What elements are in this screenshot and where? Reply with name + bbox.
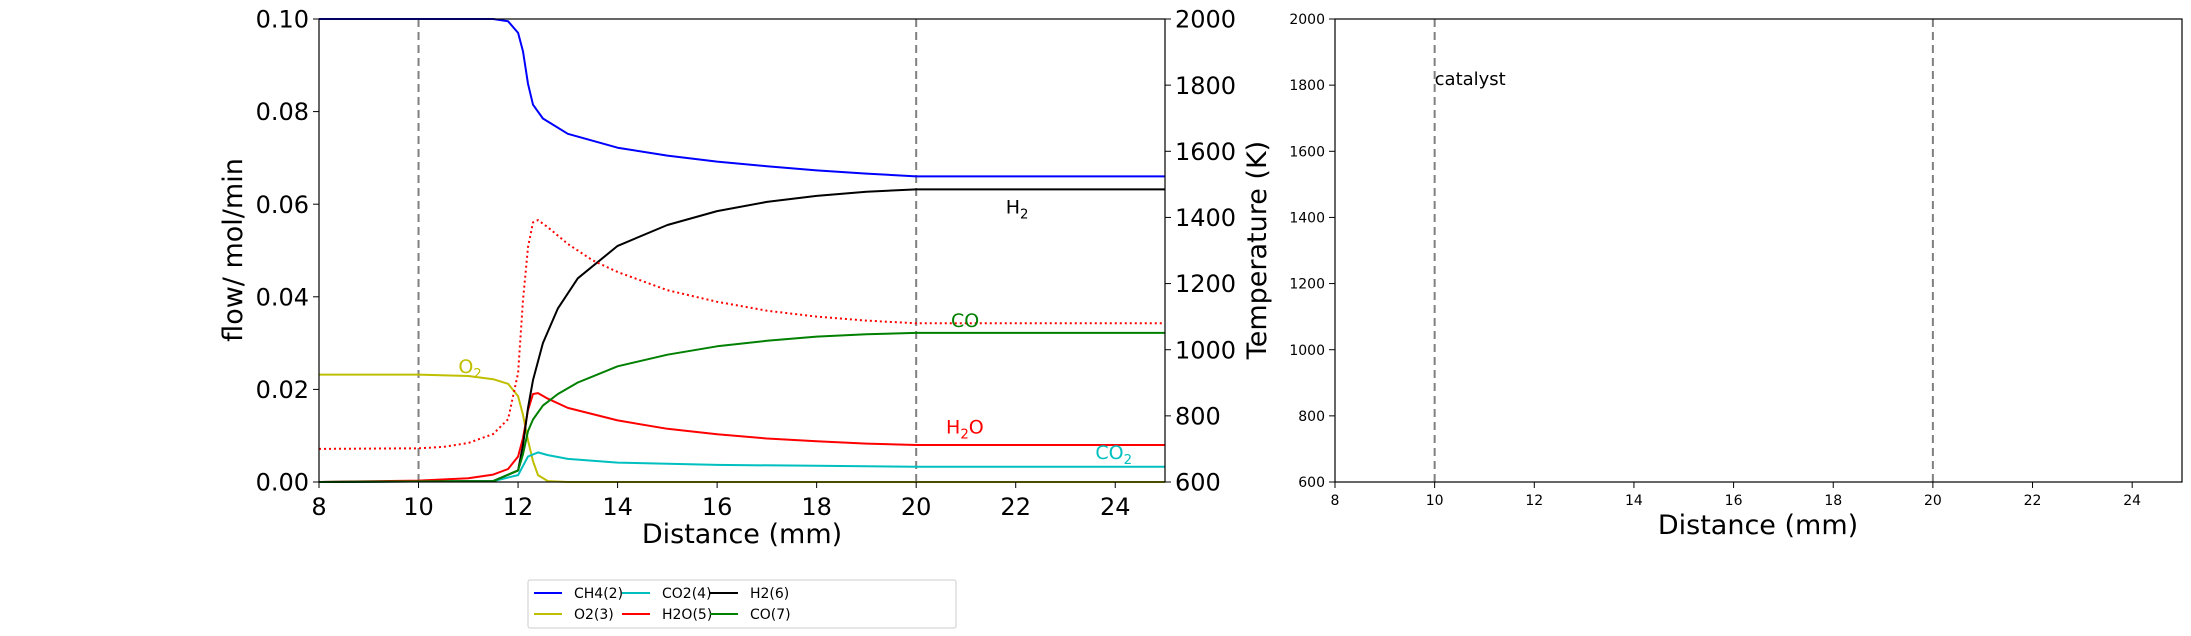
y-tick-label: 0.02 xyxy=(256,376,309,404)
left-x-ticks: 8 10 12 14 16 18 20 22 24 xyxy=(311,482,1131,521)
right-annotations: catalyst xyxy=(1435,69,1506,90)
legend-label: H2O(5) xyxy=(662,607,712,623)
y2-tick-label: 600 xyxy=(1175,469,1221,497)
x-tick-label: 10 xyxy=(403,493,434,521)
left-y2-axis-label: Temperature (K) xyxy=(1242,141,1273,360)
y-tick-label: 0.10 xyxy=(256,6,309,34)
annotation-subscript: 2 xyxy=(960,427,968,442)
series-line-temperature xyxy=(318,219,1165,450)
y-tick-label: 2000 xyxy=(1289,12,1325,28)
right-y-ticks: 600 800 1000 1200 1400 1600 1800 2000 xyxy=(1289,12,1335,491)
legend-label: O2(3) xyxy=(574,607,614,623)
left-y2-ticks: 600 800 1000 1200 1400 1600 1800 2000 xyxy=(1165,6,1236,497)
x-tick-label: 8 xyxy=(311,493,326,521)
x-tick-label: 24 xyxy=(1100,493,1131,521)
x-tick-label: 12 xyxy=(1525,493,1543,509)
annotation-text: CO xyxy=(1095,442,1123,464)
y-tick-label: 1000 xyxy=(1289,343,1325,359)
x-tick-label: 8 xyxy=(1331,493,1340,509)
annotation-text: catalyst xyxy=(1435,69,1506,90)
annotation-label: O2 xyxy=(458,356,481,382)
right-plot-frame xyxy=(1334,18,2183,483)
x-tick-label: 12 xyxy=(503,493,534,521)
annotation-label: catalyst xyxy=(1435,69,1506,90)
y-tick-label: 1800 xyxy=(1289,78,1325,94)
x-tick-label: 18 xyxy=(1824,493,1842,509)
right-x-ticks: 8 10 12 14 16 18 20 22 24 xyxy=(1331,482,2141,509)
x-tick-label: 10 xyxy=(1426,493,1444,509)
annotation-label: CO xyxy=(951,310,979,332)
x-tick-label: 22 xyxy=(2024,493,2042,509)
legend: CH4(2) O2(3) CO2(4) H2O(5) H2(6) CO(7) xyxy=(527,579,957,629)
annotation-text: H xyxy=(1006,196,1020,218)
y-tick-label: 600 xyxy=(1298,475,1325,491)
y-tick-label: 1200 xyxy=(1289,277,1325,293)
right-chart: 8 10 12 14 16 18 20 22 24 600 800 1000 1200 1400 1600… xyxy=(1289,12,2183,541)
y2-tick-label: 1200 xyxy=(1175,270,1236,298)
x-tick-label: 16 xyxy=(1725,493,1743,509)
y-tick-label: 0.04 xyxy=(256,283,309,311)
y-tick-label: 0.06 xyxy=(256,191,309,219)
annotation-subscript: 2 xyxy=(1020,207,1028,222)
left-x-axis-label: Distance (mm) xyxy=(642,519,842,550)
annotation-label: H2O xyxy=(946,416,984,442)
annotation-label: CO2 xyxy=(1095,442,1132,468)
y2-tick-label: 1000 xyxy=(1175,336,1236,364)
series-line-ch4-2 xyxy=(319,18,1165,178)
legend-label: CO(7) xyxy=(750,607,791,623)
x-tick-label: 14 xyxy=(1625,493,1643,509)
annotation-text: CO xyxy=(951,310,979,332)
left-plot-frame xyxy=(318,18,1166,483)
series-line-o2-3 xyxy=(319,373,1165,483)
annotation-label: H2 xyxy=(1006,196,1029,222)
annotation-subscript: 2 xyxy=(1124,453,1132,468)
legend-label: H2(6) xyxy=(750,586,789,602)
annotation-text: O xyxy=(458,356,473,378)
y2-tick-label: 800 xyxy=(1175,402,1221,430)
x-tick-label: 20 xyxy=(901,493,932,521)
annotation-text: H xyxy=(946,416,960,438)
left-y-ticks: 0.00 0.02 0.04 0.06 0.08 0.10 xyxy=(256,6,319,497)
x-tick-label: 24 xyxy=(2123,493,2141,509)
series-line-co2-4 xyxy=(318,451,1165,483)
y-tick-label: 1600 xyxy=(1289,144,1325,160)
y2-tick-label: 1400 xyxy=(1175,204,1236,232)
legend-label: CH4(2) xyxy=(574,586,623,602)
y-tick-label: 1400 xyxy=(1289,210,1325,226)
y2-tick-label: 1600 xyxy=(1175,138,1236,166)
series-line-h2-6 xyxy=(318,188,1165,483)
legend-label: CO2(4) xyxy=(662,586,712,602)
y-tick-label: 0.08 xyxy=(256,98,309,126)
x-tick-label: 18 xyxy=(801,493,832,521)
right-x-axis-label: Distance (mm) xyxy=(1658,510,1858,541)
left-y-axis-label: flow/ mol/min xyxy=(218,158,249,342)
left-series-lines xyxy=(318,18,1165,483)
x-tick-label: 16 xyxy=(702,493,733,521)
series-line-h2o-5 xyxy=(318,392,1165,483)
series-line-co-7 xyxy=(318,331,1165,483)
x-tick-label: 14 xyxy=(602,493,633,521)
y-tick-label: 800 xyxy=(1298,409,1325,425)
y-tick-label: 0.00 xyxy=(256,469,309,497)
y2-tick-label: 2000 xyxy=(1175,6,1236,34)
x-tick-label: 22 xyxy=(1000,493,1031,521)
annotation-text-tail: O xyxy=(969,416,984,438)
annotation-subscript: 2 xyxy=(473,367,481,382)
left-chart: 8 10 12 14 16 18 20 22 24 0.000.020.040.060.080.… xyxy=(218,6,1273,629)
y2-tick-label: 1800 xyxy=(1175,72,1236,100)
x-tick-label: 20 xyxy=(1924,493,1942,509)
